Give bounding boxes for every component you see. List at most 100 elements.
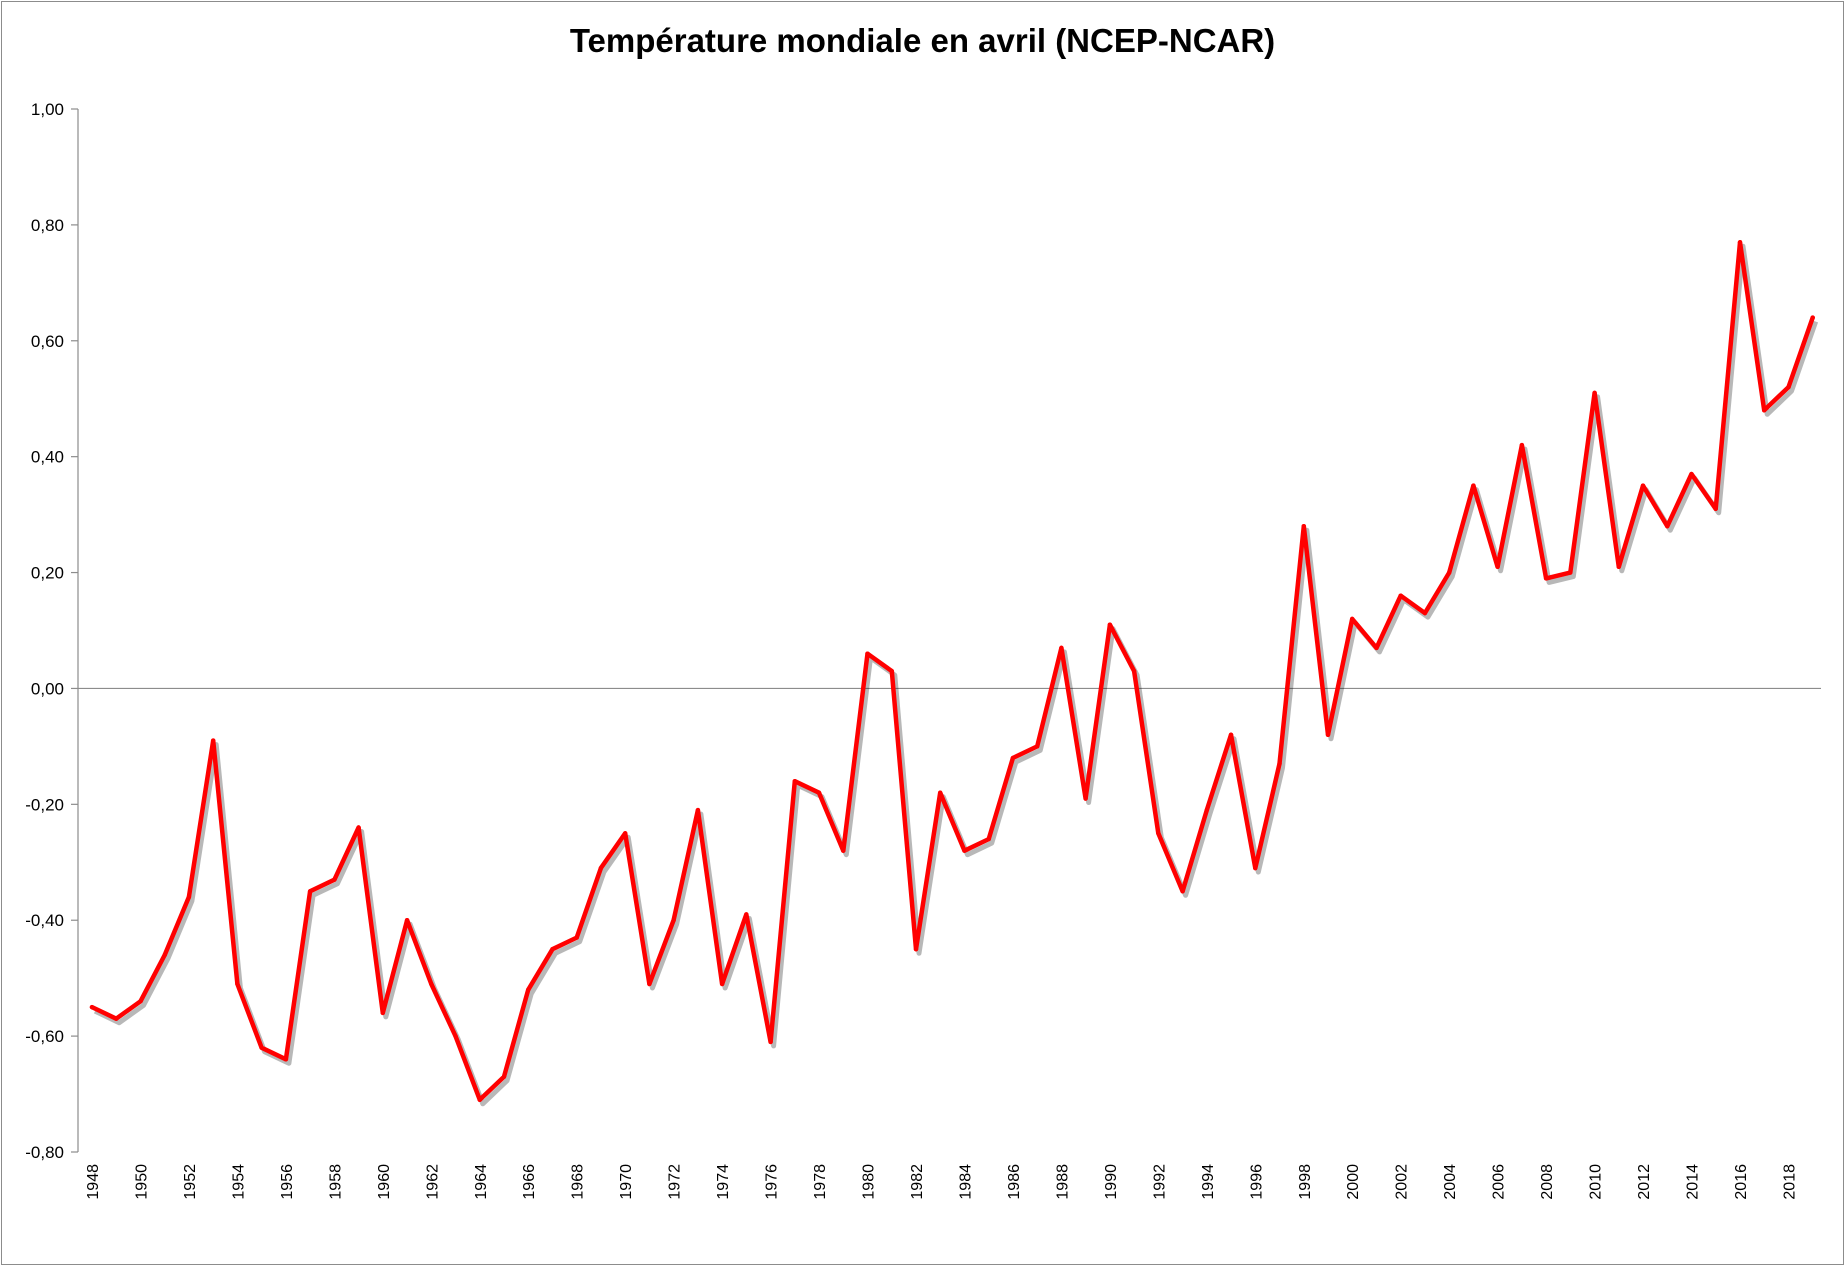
y-tick-label: -0,80 (25, 1143, 64, 1162)
x-axis-labels: 1948 1950 1952 1954 1956 1958 1960 1962 1964 1966… (85, 1164, 1798, 1200)
x-tick-label: 2004 (1442, 1164, 1459, 1200)
data-point (622, 831, 628, 836)
data-point (671, 918, 676, 923)
data-point (1495, 564, 1500, 569)
data-point (1446, 570, 1452, 575)
data-point (138, 999, 143, 1004)
data-point (1010, 755, 1016, 761)
x-tick-label: 1962 (424, 1164, 441, 1200)
x-tick-label: 2016 (1733, 1164, 1750, 1200)
x-tick-label: 1984 (957, 1164, 974, 1200)
x-tick-label: 1964 (473, 1164, 490, 1200)
x-tick-label: 1958 (327, 1164, 344, 1200)
y-tick-label: 0,40 (31, 448, 64, 467)
x-tick-label: 1980 (861, 1164, 878, 1200)
data-point (1131, 668, 1137, 674)
x-tick-label: 2008 (1539, 1164, 1556, 1200)
x-tick-label: 2002 (1394, 1164, 1411, 1200)
data-point (1301, 524, 1306, 529)
data-point (89, 1004, 95, 1010)
series-line (89, 240, 1815, 1103)
data-point (598, 865, 604, 871)
data-point (453, 1033, 458, 1039)
data-point (841, 848, 846, 853)
data-point (1713, 506, 1718, 512)
data-point (1737, 240, 1743, 245)
data-point (1325, 732, 1331, 737)
data-point (429, 981, 434, 987)
data-point (162, 952, 167, 958)
y-tick-label: -0,60 (25, 1027, 64, 1046)
data-point (1519, 442, 1525, 448)
data-point (1786, 384, 1791, 390)
x-tick-label: 1972 (667, 1164, 684, 1200)
data-point (380, 1010, 386, 1016)
data-point (1034, 744, 1040, 749)
data-point (1350, 616, 1355, 622)
data-point (526, 987, 531, 992)
data-point (1471, 483, 1476, 488)
data-point (574, 935, 579, 940)
data-point (477, 1097, 482, 1103)
data-point (1277, 761, 1282, 766)
axes (71, 108, 1821, 1153)
data-point (816, 790, 822, 795)
x-tick-label: 1992 (1151, 1164, 1168, 1200)
y-tick-label: 1,00 (31, 100, 64, 119)
data-point (865, 651, 870, 656)
data-point (744, 912, 749, 917)
data-point (1592, 390, 1597, 396)
x-tick-label: 1996 (1248, 1164, 1265, 1200)
data-point (283, 1057, 289, 1062)
data-point (1398, 593, 1403, 598)
x-tick-label: 2000 (1345, 1164, 1362, 1200)
data-point (1228, 732, 1234, 737)
y-tick-label: 0,80 (31, 216, 64, 235)
data-point (307, 889, 313, 894)
x-tick-label: 1976 (764, 1164, 781, 1200)
x-tick-label: 1954 (230, 1164, 247, 1200)
data-point (404, 918, 410, 923)
series-lines (89, 240, 1819, 1107)
data-point (114, 1016, 119, 1021)
data-point (719, 981, 725, 987)
x-tick-label: 1978 (812, 1164, 829, 1200)
data-point (1762, 408, 1767, 413)
x-tick-label: 2012 (1636, 1164, 1653, 1200)
data-point (1568, 570, 1573, 575)
data-point (550, 946, 555, 952)
data-point (1374, 645, 1379, 651)
x-tick-label: 1990 (1103, 1164, 1120, 1200)
data-point (1422, 610, 1428, 616)
x-tick-label: 1970 (618, 1164, 635, 1200)
data-point (1810, 315, 1815, 320)
data-point (938, 790, 943, 795)
data-point (1180, 889, 1185, 894)
data-point (1107, 622, 1113, 627)
x-tick-label: 1986 (1006, 1164, 1023, 1200)
data-point (210, 738, 216, 743)
data-point (647, 981, 652, 987)
data-point (259, 1045, 264, 1050)
data-point (889, 668, 894, 674)
data-point (1616, 564, 1622, 569)
data-point (1543, 576, 1549, 581)
y-tick-label: 0,60 (31, 332, 64, 351)
x-tick-label: 1950 (133, 1164, 150, 1200)
data-point (1083, 796, 1088, 801)
data-point (695, 807, 701, 813)
data-point (1640, 483, 1646, 488)
x-tick-label: 1960 (376, 1164, 393, 1200)
data-point (235, 981, 240, 987)
data-point (1689, 471, 1694, 477)
data-point (1059, 645, 1064, 651)
data-point (986, 836, 991, 842)
y-tick-label: -0,20 (25, 795, 64, 814)
x-tick-label: 2006 (1491, 1164, 1508, 1200)
data-point (768, 1039, 773, 1045)
data-point (332, 877, 337, 882)
x-tick-label: 1994 (1200, 1164, 1217, 1200)
x-tick-label: 1956 (279, 1164, 296, 1200)
data-point (1204, 807, 1210, 813)
